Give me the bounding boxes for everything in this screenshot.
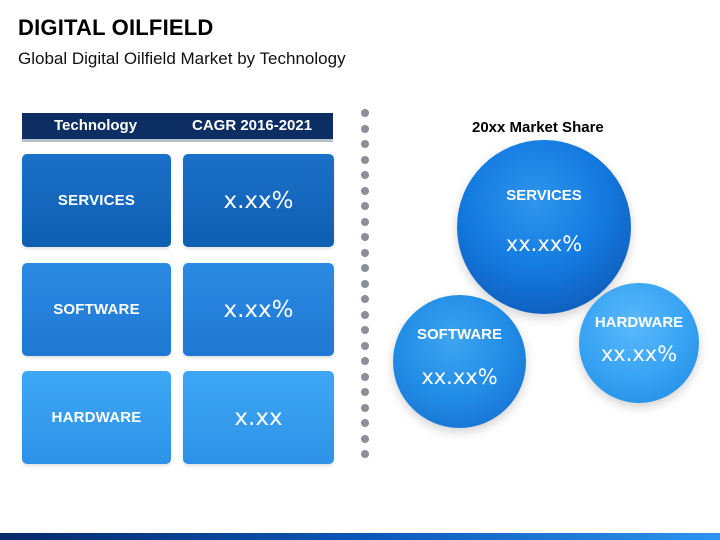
technology-cell-software: SOFTWARE (22, 263, 171, 356)
market-share-services-label: SERVICES (506, 187, 582, 204)
divider-dot (361, 372, 369, 381)
divider-dot (361, 248, 369, 257)
divider-dot (361, 357, 369, 365)
divider-dot (361, 295, 369, 303)
divider-dot (361, 279, 369, 288)
divider-dot (361, 124, 369, 133)
market-share-hardware-value: xx.xx% (600, 342, 678, 366)
divider-dot (361, 217, 369, 226)
divider-dot (361, 310, 369, 319)
market-share-software-value: xx.xx% (421, 365, 498, 389)
cagr-cell-software: x.xx% (183, 263, 334, 356)
cagr-column-header: CAGR 2016-2021 (192, 117, 313, 134)
divider-dot (361, 186, 369, 195)
divider-dot (361, 388, 369, 396)
table-header: Technology CAGR 2016-2021 (22, 113, 333, 142)
divider-dot (361, 326, 369, 334)
technology-column-header: Technology (54, 117, 138, 134)
page-title: DIGITAL OILFIELD (18, 15, 214, 40)
divider-dot (361, 233, 369, 241)
market-share-title: 20xx Market Share (472, 119, 604, 136)
cagr-cell-services: x.xx% (183, 154, 334, 247)
divider-dot (361, 341, 369, 350)
divider-dot (361, 403, 369, 412)
market-share-software-label: SOFTWARE (417, 326, 502, 343)
market-share-services-value: xx.xx% (505, 232, 583, 256)
divider-dot (361, 434, 369, 443)
divider-dot (361, 140, 369, 148)
bottom-accent-bar (0, 533, 720, 540)
divider-dot (361, 171, 369, 179)
cagr-cell-hardware: x.xx (183, 371, 334, 464)
market-share-circle-services: SERVICES xx.xx% (457, 140, 631, 314)
divider-dot (361, 202, 369, 210)
market-share-hardware-label: HARDWARE (594, 314, 684, 331)
page-subtitle: Global Digital Oilfield Market by Techno… (18, 49, 346, 68)
dotted-divider (361, 109, 373, 461)
divider-dot (361, 109, 369, 117)
technology-cell-services: SERVICES (22, 154, 171, 247)
divider-dot (361, 264, 369, 272)
market-share-circle-software: SOFTWARE xx.xx% (393, 295, 526, 428)
divider-dot (361, 450, 369, 458)
market-share-circle-hardware: HARDWARE xx.xx% (579, 283, 699, 403)
divider-dot (361, 419, 369, 427)
divider-dot (361, 155, 369, 164)
technology-cell-hardware: HARDWARE (22, 371, 171, 464)
